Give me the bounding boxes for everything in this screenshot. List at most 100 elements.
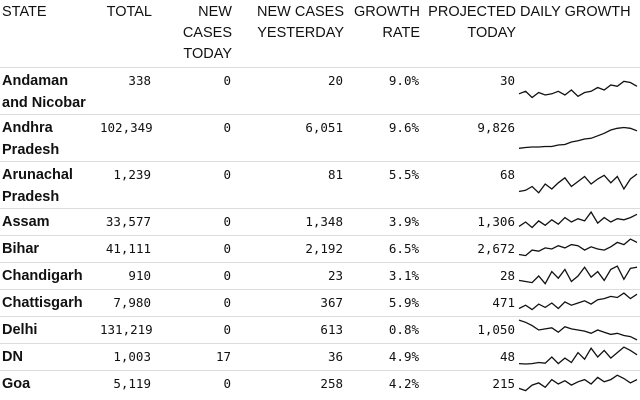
new-cases-yesterday: 367	[320, 294, 343, 310]
sparkline-svg	[518, 210, 638, 228]
sparkline-svg	[518, 291, 638, 310]
header-label-line: GROWTH	[353, 4, 420, 20]
header-new-cases-yesterday[interactable]: NEW CASES YESTERDAY	[234, 0, 346, 67]
state-name: Chattisgarh	[2, 294, 83, 311]
sparkline-line	[518, 237, 638, 256]
sparkline-svg	[518, 264, 638, 285]
table-row[interactable]: Assam 33,577 0 1,348 3.9% 1,306	[0, 208, 640, 235]
projected-today: 2,672	[477, 240, 515, 256]
header-state-label: STATE	[2, 4, 47, 20]
total-cases: 1,003	[113, 348, 151, 364]
total-cases: 7,980	[113, 294, 151, 310]
sparkline-svg	[518, 373, 638, 391]
growth-rate: 5.9%	[388, 294, 419, 310]
header-label-line: NEW	[198, 4, 232, 20]
header-total-label: TOTAL	[106, 4, 152, 20]
total-cases: 102,349	[100, 119, 153, 135]
table-row[interactable]: Goa 5,119 0 258 4.2% 215	[0, 370, 640, 397]
projected-today: 30	[499, 72, 515, 88]
state-name: Andhra Pradesh	[2, 119, 60, 158]
table-row[interactable]: Arunachal Pradesh 1,239 0 81 5.5% 68	[0, 161, 640, 208]
daily-growth-sparkline	[518, 343, 640, 370]
header-projected-today[interactable]: PROJECTED TODAY	[422, 0, 518, 67]
new-cases-today: 0	[223, 294, 231, 310]
growth-rate: 0.8%	[388, 321, 419, 337]
total-cases: 41,111	[105, 240, 151, 256]
sparkline-svg	[518, 126, 638, 149]
new-cases-yesterday: 2,192	[305, 240, 343, 256]
new-cases-yesterday: 20	[327, 72, 343, 88]
projected-today: 215	[492, 375, 515, 391]
sparkline-svg	[518, 80, 638, 98]
new-cases-yesterday: 6,051	[305, 119, 343, 135]
new-cases-yesterday: 1,348	[305, 213, 343, 229]
projected-today: 9,826	[477, 119, 515, 135]
total-cases: 5,119	[113, 375, 151, 391]
sparkline-line	[518, 80, 638, 98]
sparkline-line	[518, 291, 638, 310]
sparkline-line	[518, 172, 638, 194]
total-cases: 1,239	[113, 166, 151, 182]
daily-growth-sparkline	[518, 235, 640, 262]
header-new-cases-today[interactable]: NEW CASES TODAY	[154, 0, 234, 67]
total-cases: 910	[128, 267, 151, 283]
header-daily-growth-label: DAILY GROWTH	[520, 4, 631, 20]
state-name: Arunachal Pradesh	[2, 166, 73, 205]
table-row[interactable]: Chattisgarh 7,980 0 367 5.9% 471	[0, 289, 640, 316]
header-label-line: CASES	[182, 25, 232, 41]
sparkline-line	[518, 345, 638, 365]
new-cases-yesterday: 23	[327, 267, 343, 283]
growth-rate: 4.2%	[388, 375, 419, 391]
growth-rate: 3.1%	[388, 267, 419, 283]
header-label-line: PROJECTED	[428, 4, 516, 20]
new-cases-today: 0	[223, 213, 231, 229]
header-label-line: TODAY	[467, 25, 516, 41]
growth-rate: 3.9%	[388, 213, 419, 229]
projected-today: 1,050	[477, 321, 515, 337]
state-name: Delhi	[2, 321, 38, 338]
new-cases-today: 0	[223, 321, 231, 337]
new-cases-yesterday: 258	[320, 375, 343, 391]
table-row[interactable]: Chandigarh 910 0 23 3.1% 28	[0, 262, 640, 289]
sparkline-line	[518, 318, 638, 340]
total-cases: 338	[128, 72, 151, 88]
growth-rate: 6.5%	[388, 240, 419, 256]
header-label-line: YESTERDAY	[257, 25, 344, 41]
projected-today: 28	[499, 267, 515, 283]
header-label-line: RATE	[382, 25, 420, 41]
daily-growth-sparkline	[518, 370, 640, 397]
table-row[interactable]: Bihar 41,111 0 2,192 6.5% 2,672	[0, 235, 640, 262]
daily-growth-sparkline	[518, 208, 640, 235]
daily-growth-sparkline	[518, 262, 640, 289]
growth-rate: 9.0%	[388, 72, 419, 88]
new-cases-yesterday: 36	[327, 348, 343, 364]
table-row[interactable]: DN 1,003 17 36 4.9% 48	[0, 343, 640, 370]
sparkline-line	[518, 264, 638, 285]
sparkline-svg	[518, 318, 638, 340]
state-name: Assam	[2, 213, 50, 230]
state-name: Chandigarh	[2, 267, 83, 284]
header-label-line: NEW CASES	[256, 4, 344, 20]
new-cases-today: 0	[223, 72, 231, 88]
table-row[interactable]: Andhra Pradesh 102,349 0 6,051 9.6% 9,826	[0, 114, 640, 161]
state-name: Bihar	[2, 240, 40, 257]
total-cases: 33,577	[105, 213, 151, 229]
projected-today: 471	[492, 294, 515, 310]
table-row[interactable]: Andaman and Nicobar 338 0 20 9.0% 30	[0, 67, 640, 114]
header-daily-growth[interactable]: DAILY GROWTH	[518, 0, 640, 67]
sparkline-svg	[518, 172, 638, 194]
growth-rate: 9.6%	[388, 119, 419, 135]
new-cases-today: 0	[223, 267, 231, 283]
header-growth-rate[interactable]: GROWTH RATE	[346, 0, 422, 67]
projected-today: 68	[499, 166, 515, 182]
new-cases-today: 0	[223, 119, 231, 135]
sparkline-line	[518, 126, 638, 149]
table-row[interactable]: Delhi 131,219 0 613 0.8% 1,050	[0, 316, 640, 343]
header-state[interactable]: STATE	[0, 0, 98, 67]
new-cases-today: 0	[223, 240, 231, 256]
sparkline-svg	[518, 345, 638, 365]
header-total[interactable]: TOTAL	[98, 0, 154, 67]
daily-growth-sparkline	[518, 67, 640, 114]
projected-today: 48	[499, 348, 515, 364]
